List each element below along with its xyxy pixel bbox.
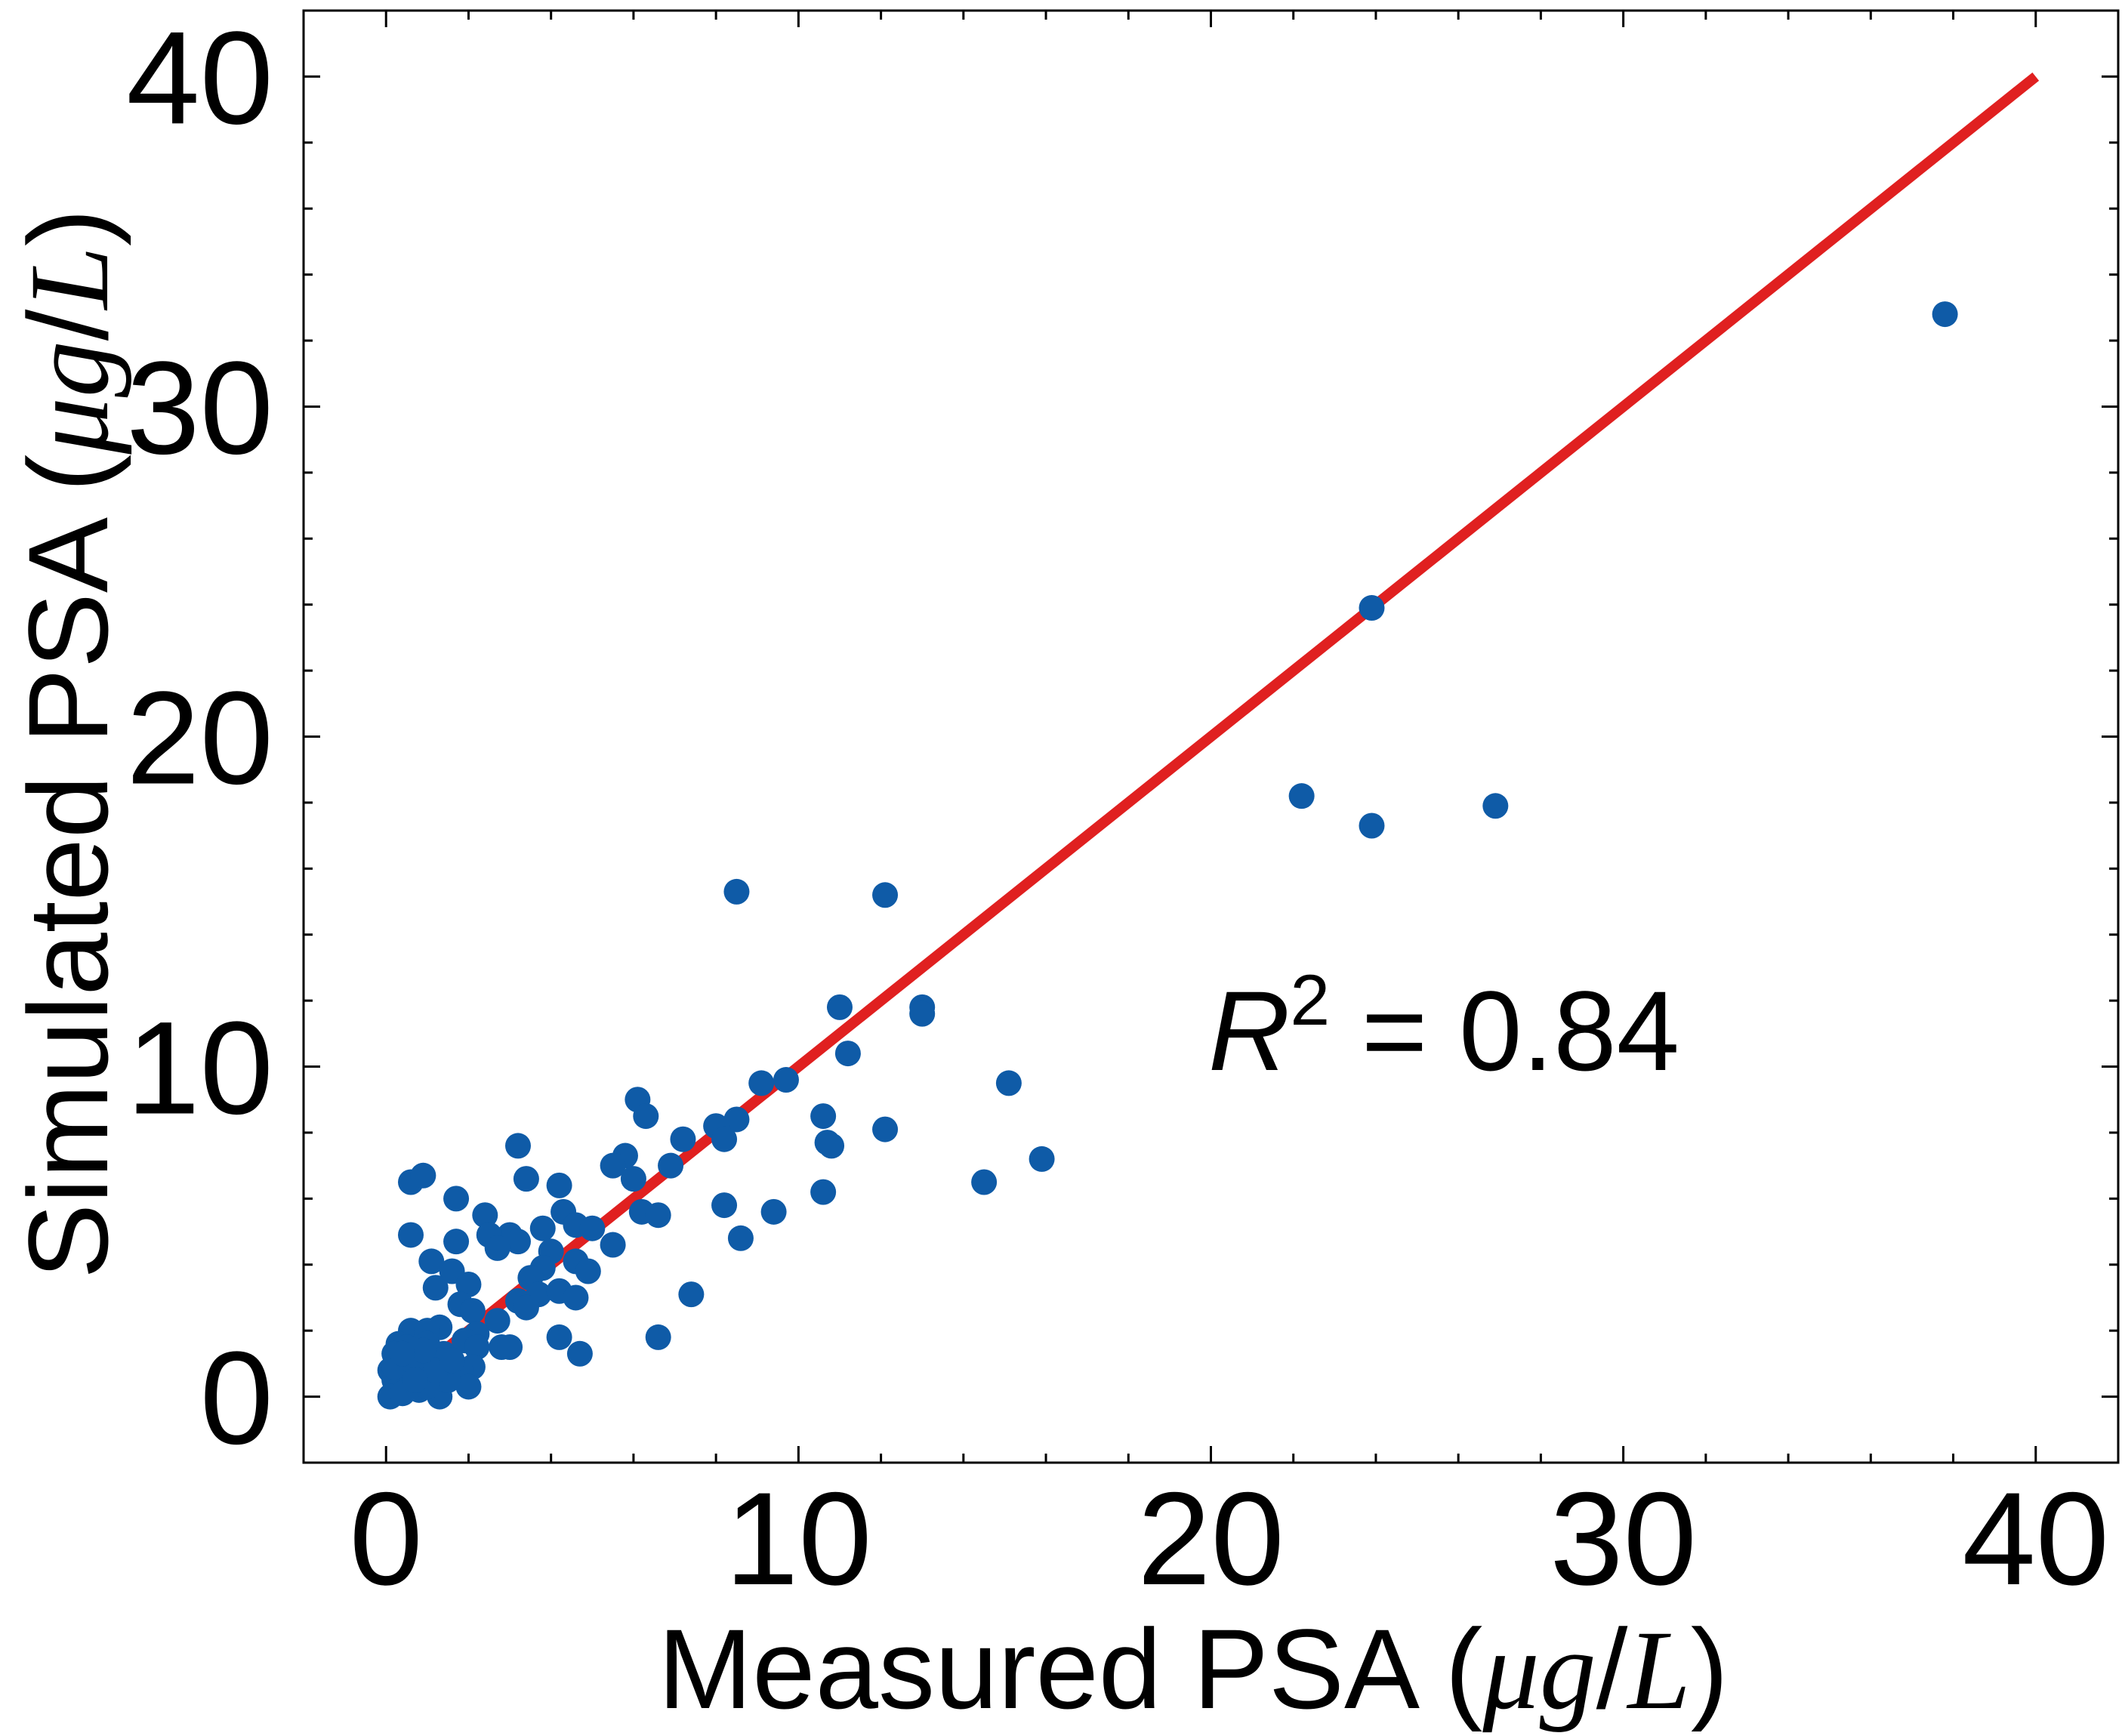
- x-axis-unit-slash: /: [1596, 1605, 1628, 1732]
- data-points-layer: [377, 301, 1958, 1410]
- data-point-112: [439, 1347, 465, 1374]
- y-axis-unit-g: g: [7, 341, 132, 397]
- data-point-10: [834, 1041, 861, 1067]
- y-tick-label-30: 30: [126, 335, 273, 482]
- data-point-31: [711, 1192, 738, 1219]
- data-point-111: [410, 1337, 436, 1364]
- data-point-30: [810, 1179, 837, 1205]
- data-point-58: [575, 1258, 601, 1284]
- data-point-24: [1029, 1146, 1055, 1172]
- data-point-113: [390, 1340, 416, 1367]
- data-point-13: [773, 1067, 799, 1093]
- data-point-40: [410, 1162, 436, 1189]
- y-tick-label-20: 20: [126, 665, 273, 812]
- data-point-26: [600, 1152, 626, 1179]
- data-point-77: [645, 1324, 671, 1350]
- data-point-62: [422, 1275, 449, 1301]
- data-point-52: [600, 1232, 626, 1258]
- x-tick-label-40: 40: [1962, 1466, 2109, 1613]
- data-point-71: [484, 1308, 510, 1334]
- y-axis-unit-mu: μ: [7, 397, 132, 455]
- data-point-65: [678, 1281, 705, 1308]
- data-point-7: [826, 994, 853, 1020]
- tick-labels-layer: 0 10 20 30 40 0 10 20 30 40: [126, 5, 2109, 1613]
- data-point-3: [1359, 812, 1385, 839]
- data-point-85: [566, 1340, 593, 1367]
- data-point-76: [546, 1324, 572, 1350]
- data-point-34: [645, 1202, 671, 1229]
- data-point-38: [546, 1172, 572, 1198]
- x-axis-unit-l: L: [1626, 1608, 1690, 1733]
- annotation-superscript: 2: [1290, 961, 1330, 1041]
- data-point-66: [563, 1284, 589, 1311]
- data-point-18: [872, 1116, 899, 1142]
- y-axis-unit-close: ): [5, 208, 131, 246]
- x-axis-title-prefix: Measured PSA (: [658, 1605, 1482, 1732]
- data-point-99: [455, 1374, 482, 1400]
- y-axis-title: Simulated PSA (μg/L): [5, 208, 132, 1279]
- x-tick-label-10: 10: [725, 1466, 872, 1613]
- data-point-42: [472, 1202, 498, 1229]
- data-point-81: [464, 1334, 490, 1361]
- x-axis-unit-mu: μ: [1482, 1608, 1539, 1733]
- y-tick-label-40: 40: [126, 5, 273, 152]
- data-point-41: [443, 1186, 470, 1212]
- data-point-32: [760, 1198, 787, 1225]
- data-point-17: [810, 1103, 837, 1130]
- y-axis-unit-slash: /: [5, 309, 131, 341]
- y-axis-title-prefix: Simulated PSA (: [5, 455, 131, 1279]
- x-axis-title: Measured PSA (μg/L): [658, 1605, 1729, 1733]
- data-point-2: [1288, 783, 1315, 809]
- data-point-27: [658, 1152, 684, 1179]
- data-point-5: [723, 878, 750, 905]
- data-point-51: [504, 1229, 531, 1255]
- y-tick-label-0: 0: [200, 1325, 273, 1472]
- data-point-44: [529, 1215, 556, 1241]
- data-point-12: [748, 1070, 775, 1096]
- data-point-9: [909, 1001, 936, 1027]
- x-axis-unit-close: ): [1691, 1605, 1729, 1732]
- data-point-35: [727, 1225, 754, 1251]
- x-axis-unit-g: g: [1540, 1608, 1596, 1733]
- data-point-46: [579, 1215, 606, 1241]
- data-point-4: [1482, 793, 1509, 819]
- data-point-23: [670, 1126, 696, 1152]
- x-tick-label-30: 30: [1550, 1466, 1697, 1613]
- ticks-layer: [302, 9, 2120, 1464]
- data-point-56: [418, 1248, 445, 1275]
- data-point-69: [459, 1297, 486, 1324]
- data-point-28: [971, 1169, 998, 1195]
- data-point-1: [1359, 595, 1385, 621]
- data-point-22: [711, 1126, 738, 1152]
- identity-fit-line: [382, 72, 2040, 1401]
- data-point-16: [723, 1106, 750, 1133]
- data-point-37: [513, 1166, 539, 1192]
- data-point-11: [995, 1070, 1022, 1096]
- data-point-53: [484, 1235, 510, 1261]
- data-point-0: [1932, 301, 1958, 328]
- y-axis-unit-l: L: [7, 246, 132, 310]
- data-point-6: [872, 882, 899, 908]
- fit-line-layer: [382, 72, 2040, 1401]
- data-point-61: [455, 1271, 482, 1297]
- data-point-20: [819, 1133, 845, 1159]
- data-point-114: [402, 1367, 428, 1393]
- y-tick-label-10: 10: [126, 995, 273, 1142]
- data-point-15: [633, 1103, 659, 1130]
- data-point-50: [443, 1229, 470, 1255]
- data-point-70: [513, 1294, 539, 1321]
- annotation-r-squared: R2 = 0.84: [1208, 961, 1679, 1094]
- data-point-80: [497, 1334, 523, 1361]
- x-tick-label-0: 0: [350, 1466, 423, 1613]
- x-tick-label-20: 20: [1137, 1466, 1285, 1613]
- data-point-36: [504, 1133, 531, 1159]
- data-point-49: [397, 1222, 424, 1248]
- data-point-29: [620, 1166, 646, 1192]
- annotation-value: = 0.84: [1330, 967, 1679, 1094]
- annotation-r: R: [1208, 967, 1290, 1094]
